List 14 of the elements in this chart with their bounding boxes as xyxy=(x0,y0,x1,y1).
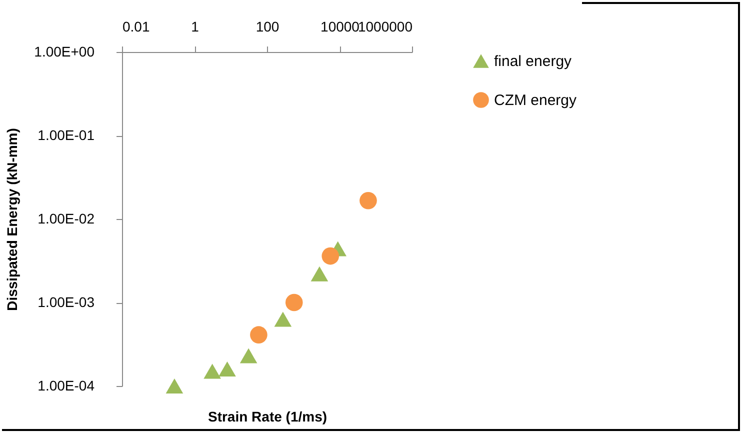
x-tick-label: 0.01 xyxy=(122,18,150,34)
y-tick-label: 1.00E-03 xyxy=(38,294,95,310)
x-tick-label: 10000 xyxy=(320,18,360,34)
x-axis-title: Strain Rate (1/ms) xyxy=(208,408,328,424)
legend-label: final energy xyxy=(494,53,572,70)
y-tick-label: 1.00E-04 xyxy=(38,378,95,394)
y-tick-label: 1.00E-01 xyxy=(38,127,95,143)
legend-label: CZM energy xyxy=(494,92,578,109)
x-tick-label: 1000000 xyxy=(358,18,413,34)
y-axis-title: Dissipated Energy (kN-mm) xyxy=(4,128,20,311)
y-tick-label: 1.00E+00 xyxy=(34,44,95,60)
x-tick-label: 1 xyxy=(191,18,200,34)
y-tick-label: 1.00E-02 xyxy=(38,210,95,226)
x-tick-label: 100 xyxy=(256,18,280,34)
